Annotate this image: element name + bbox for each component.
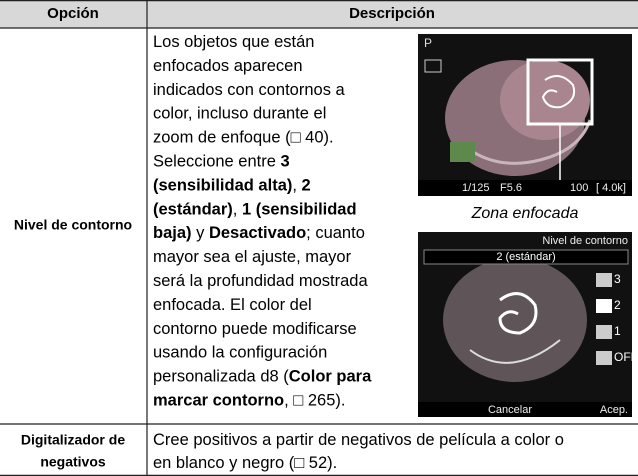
text-segment: será la profundidad mostrada: [153, 272, 368, 290]
text-segment: Seleccione entre: [153, 153, 281, 171]
text-segment: ,: [292, 177, 301, 195]
description-line: zoom de enfoque (□ 40).: [153, 129, 334, 147]
text-segment: Color para: [289, 368, 372, 386]
header-cell: Opción: [47, 5, 99, 22]
text-segment: ,: [233, 201, 242, 219]
screen-text: P: [424, 36, 432, 50]
option-label: 1: [614, 324, 621, 338]
text-segment: enfocados aparecen: [153, 57, 303, 75]
description-line: usando la configuración: [153, 344, 327, 362]
text-segment: 3: [281, 153, 290, 171]
description-line: indicados con contornos a: [153, 81, 346, 99]
option-label: 3: [614, 272, 621, 286]
text-segment: Los objetos que están: [153, 33, 314, 51]
description-line: Cree positivos a partir de negativos de …: [153, 431, 564, 449]
option-icon: [596, 325, 612, 339]
header-cell: Descripción: [349, 5, 435, 22]
row-label: Digitalizador de: [21, 432, 125, 448]
screen-text: 2 (estándar): [496, 251, 555, 263]
option-icon: [596, 273, 612, 287]
text-segment: baja): [153, 225, 192, 243]
option-label: OFF: [614, 350, 638, 364]
text-segment: Cree positivos a partir de negativos de …: [153, 431, 564, 449]
text-segment: personalizada d8 (: [153, 368, 289, 386]
text-segment: (estándar): [153, 201, 233, 219]
screen-text: Acep.: [600, 404, 628, 416]
screen-text: F5.6: [500, 182, 522, 194]
camera-screen: P 1/125 F5.6 100 [ 4.0k]: [418, 34, 632, 196]
description-line: Seleccione entre 3: [153, 153, 290, 171]
options: 3 2 1 OFF: [596, 272, 638, 365]
description-line: personalizada d8 (Color para: [153, 368, 372, 386]
description-line: (sensibilidad alta), 2: [153, 177, 311, 195]
screen-text: Cancelar: [488, 404, 532, 416]
option-icon: [596, 299, 612, 313]
description-line: en blanco y negro (□ 52).: [153, 454, 337, 472]
text-segment: Desactivado: [209, 225, 306, 243]
descriptions: Los objetos que están enfocados aparecen i…: [153, 33, 564, 472]
caption: Zona enfocada: [471, 205, 579, 222]
description-line: color, incluso durante el: [153, 105, 326, 123]
description-line: Los objetos que están: [153, 33, 314, 51]
camera-screen: Nivel de contorno 2 (estándar) 3 2 1 OFF Ca…: [418, 232, 638, 417]
description-line: enfocada. El color del: [153, 296, 312, 314]
description-line: enfocados aparecen: [153, 57, 303, 75]
row-label: Nivel de contorno: [14, 217, 132, 233]
screen-text: Nivel de contorno: [542, 235, 628, 247]
row-label: negativos: [40, 454, 106, 470]
screen-text: 1/125: [462, 182, 490, 194]
text-segment: (sensibilidad alta): [153, 177, 292, 195]
text-segment: color, incluso durante el: [153, 105, 326, 123]
text-segment: 1 (sensibilidad: [242, 201, 357, 219]
header-bg: [0, 0, 638, 28]
description-line: contorno puede modificarse: [153, 320, 357, 338]
description-line: será la profundidad mostrada: [153, 272, 368, 290]
text-segment: ; cuanto: [306, 225, 365, 243]
text-segment: marcar contorno: [153, 392, 284, 410]
description-line: (estándar), 1 (sensibilidad: [153, 201, 357, 219]
text-segment: en blanco y negro (□ 52).: [153, 454, 337, 472]
description-line: baja) y Desactivado; cuanto: [153, 225, 365, 243]
option-icon: [596, 351, 612, 365]
screen-text: [ 4.0k]: [596, 182, 626, 194]
text-segment: 2: [302, 177, 311, 195]
text-segment: usando la configuración: [153, 344, 327, 362]
text-segment: , □ 265).: [284, 392, 345, 410]
description-line: marcar contorno, □ 265).: [153, 392, 345, 410]
text-segment: y: [192, 225, 209, 243]
description-line: mayor sea el ajuste, mayor: [153, 248, 352, 266]
text-segment: contorno puede modificarse: [153, 320, 357, 338]
text-segment: zoom de enfoque (□ 40).: [153, 129, 334, 147]
option-label: 2: [614, 298, 621, 312]
text-segment: enfocada. El color del: [153, 296, 312, 314]
text-segment: mayor sea el ajuste, mayor: [153, 248, 352, 266]
text-segment: indicados con contornos a: [153, 81, 346, 99]
screen-text: 100: [570, 182, 588, 194]
